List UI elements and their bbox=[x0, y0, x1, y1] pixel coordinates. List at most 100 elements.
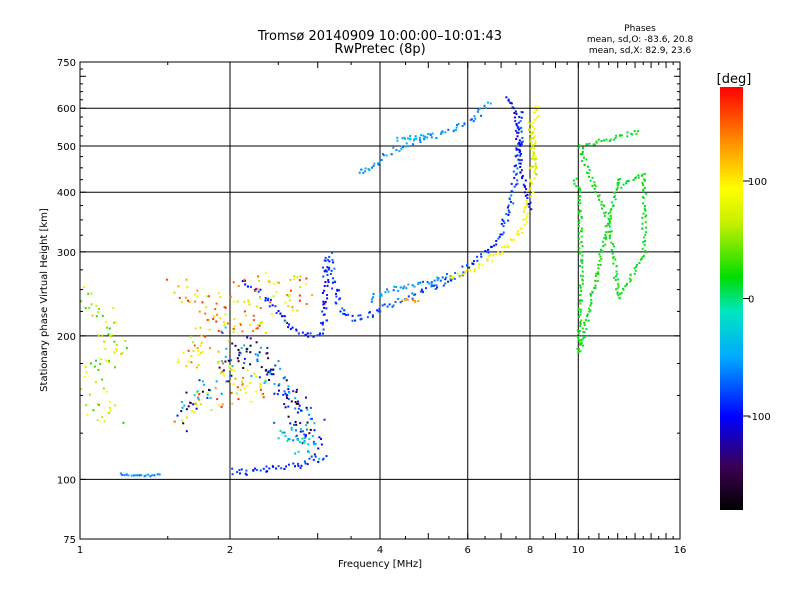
data-point bbox=[525, 205, 528, 208]
data-point bbox=[520, 141, 523, 144]
data-point bbox=[239, 323, 242, 326]
data-point bbox=[228, 365, 231, 368]
data-point bbox=[243, 362, 246, 365]
data-point bbox=[109, 335, 112, 338]
data-point bbox=[370, 166, 373, 169]
data-point bbox=[610, 241, 613, 244]
data-point bbox=[190, 361, 193, 364]
data-point bbox=[602, 245, 605, 247]
data-point bbox=[306, 332, 309, 335]
data-point bbox=[395, 149, 398, 152]
data-point bbox=[210, 409, 213, 412]
data-point bbox=[220, 392, 223, 395]
data-point bbox=[266, 373, 269, 376]
data-point bbox=[603, 214, 606, 217]
data-point bbox=[610, 217, 613, 220]
data-point bbox=[201, 390, 204, 393]
data-point bbox=[295, 388, 298, 391]
data-point bbox=[516, 154, 519, 157]
data-point bbox=[218, 366, 221, 369]
data-point bbox=[520, 130, 523, 133]
data-point bbox=[636, 263, 638, 266]
data-point bbox=[208, 388, 210, 391]
data-point bbox=[263, 381, 266, 384]
data-point bbox=[607, 222, 609, 225]
data-point bbox=[524, 217, 527, 220]
data-point bbox=[449, 277, 452, 280]
data-point bbox=[197, 349, 200, 352]
data-point bbox=[188, 301, 191, 303]
data-point bbox=[526, 193, 529, 196]
data-point bbox=[325, 270, 328, 273]
data-point bbox=[322, 303, 325, 306]
data-point bbox=[495, 252, 498, 255]
data-point bbox=[578, 330, 581, 332]
data-point bbox=[515, 147, 518, 150]
data-point bbox=[642, 188, 645, 191]
data-point bbox=[470, 118, 473, 121]
data-point bbox=[241, 330, 244, 333]
data-point bbox=[519, 150, 522, 153]
data-point bbox=[407, 295, 410, 298]
data-point bbox=[478, 263, 481, 265]
data-point bbox=[535, 116, 538, 119]
data-point bbox=[249, 337, 252, 340]
data-point bbox=[489, 254, 492, 257]
data-point bbox=[236, 471, 239, 474]
data-point bbox=[268, 281, 271, 283]
data-point bbox=[105, 320, 107, 323]
data-point bbox=[185, 408, 188, 411]
data-point bbox=[289, 278, 292, 281]
data-point bbox=[498, 253, 501, 256]
data-point bbox=[398, 150, 401, 153]
data-point bbox=[323, 259, 326, 262]
data-point bbox=[578, 250, 581, 253]
data-point bbox=[244, 472, 247, 475]
data-point bbox=[272, 373, 275, 376]
data-point bbox=[257, 290, 260, 293]
data-point bbox=[597, 138, 600, 141]
data-point bbox=[616, 273, 619, 276]
data-point bbox=[477, 108, 480, 111]
data-point bbox=[212, 318, 215, 320]
data-point bbox=[317, 447, 320, 450]
data-point bbox=[276, 393, 279, 396]
data-point bbox=[371, 314, 374, 317]
data-point bbox=[626, 180, 629, 182]
data-point bbox=[635, 265, 638, 268]
data-point bbox=[187, 405, 190, 408]
data-point bbox=[599, 248, 602, 251]
data-point bbox=[217, 362, 220, 364]
data-point bbox=[579, 286, 582, 289]
data-point bbox=[504, 246, 507, 249]
data-point bbox=[461, 274, 464, 277]
data-point bbox=[84, 365, 87, 368]
data-point bbox=[196, 295, 199, 298]
data-point bbox=[107, 411, 110, 414]
data-point bbox=[534, 162, 537, 165]
data-point bbox=[420, 134, 423, 137]
data-point bbox=[371, 315, 374, 318]
data-point bbox=[267, 357, 270, 360]
data-point bbox=[286, 397, 288, 399]
data-points bbox=[80, 96, 648, 478]
data-point bbox=[517, 143, 520, 145]
data-point bbox=[513, 176, 516, 179]
data-point bbox=[509, 101, 511, 104]
data-point bbox=[255, 327, 258, 330]
data-point bbox=[473, 260, 475, 263]
data-point bbox=[218, 404, 221, 407]
data-point bbox=[308, 432, 311, 435]
data-point bbox=[266, 299, 269, 302]
data-point bbox=[289, 289, 292, 292]
data-point bbox=[101, 416, 103, 418]
data-point bbox=[229, 295, 232, 298]
data-point bbox=[641, 247, 644, 250]
data-point bbox=[359, 314, 362, 317]
data-point bbox=[537, 114, 540, 117]
data-point bbox=[195, 407, 198, 410]
data-point bbox=[626, 131, 629, 134]
data-point bbox=[578, 339, 580, 342]
data-point bbox=[413, 285, 416, 288]
